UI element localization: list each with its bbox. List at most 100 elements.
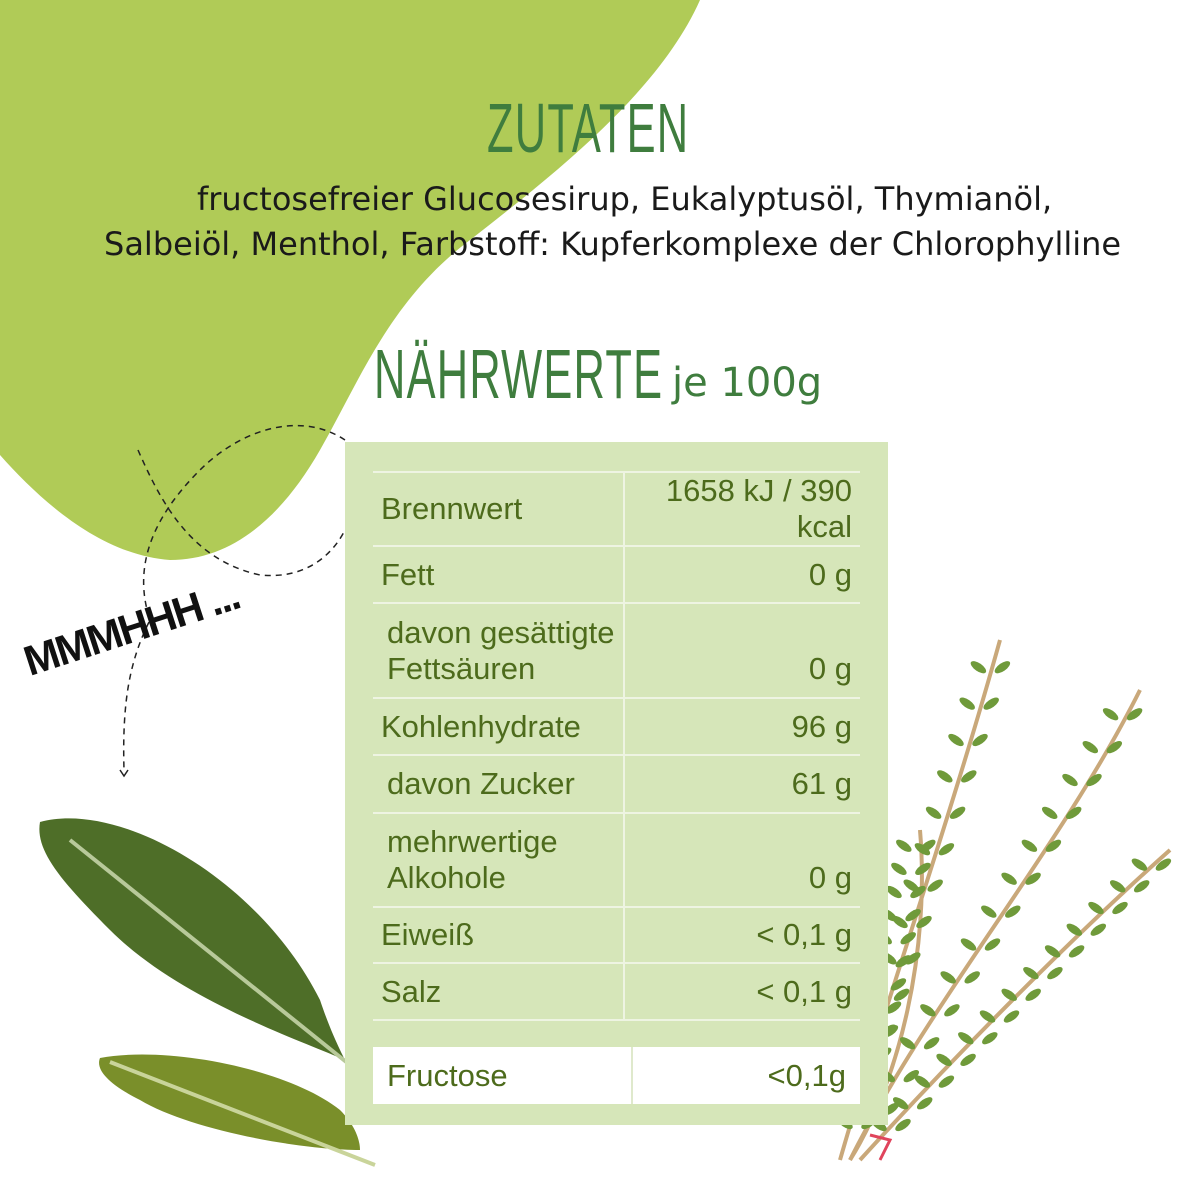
fructose-value: <0,1g	[767, 1057, 846, 1093]
thyme-leaf	[937, 770, 953, 783]
thyme-leaf	[891, 862, 907, 876]
thyme-leaf	[1090, 923, 1107, 936]
thyme-leaf	[1023, 966, 1039, 980]
thyme-leaf	[958, 1032, 974, 1045]
thyme-leaf	[1112, 901, 1128, 915]
green-blob	[0, 0, 700, 560]
thyme-leaf	[984, 938, 1001, 951]
row-value: 61 g	[624, 754, 860, 814]
thyme-leaf	[948, 733, 964, 747]
thyme-leaf	[905, 908, 921, 922]
row-value: 0 g	[624, 602, 860, 699]
thyme-leaf	[1001, 988, 1017, 1001]
thyme-leaf	[970, 661, 987, 674]
thyme-leaf	[903, 1069, 920, 1083]
thyme-leaf	[959, 697, 975, 710]
dashed-loop-2	[137, 449, 346, 577]
table-row: Salz < 0,1 g	[373, 962, 860, 1021]
row-label: Kohlenhydrate	[373, 697, 625, 756]
thyme-leaf	[915, 862, 931, 876]
ingredients-line-2: Salbeiöl, Menthol, Farbstoff: Kupferkomp…	[104, 225, 1122, 263]
thyme-leaf	[886, 885, 902, 899]
fructose-label: Fructose	[373, 1047, 633, 1104]
thyme-leaf	[979, 1010, 996, 1023]
row-label: davon gesättigte Fettsäuren	[373, 602, 625, 699]
thyme-leaf	[960, 1053, 976, 1067]
table-row: Kohlenhydrate 96 g	[373, 697, 860, 756]
thyme-leaf	[895, 955, 912, 968]
thyme-sprigs	[838, 639, 1172, 1162]
thyme-leaf	[982, 1032, 998, 1045]
thyme-leaf	[893, 988, 910, 1001]
thyme-leaf	[927, 879, 943, 892]
thyme-leaf	[1025, 872, 1041, 885]
row-value: 0 g	[624, 812, 860, 908]
nutrition-panel: Brennwert 1658 kJ / 390 kcal Fett 0 g davo…	[345, 442, 888, 1125]
thyme-leaf	[1044, 945, 1061, 958]
sage-leaves	[39, 818, 376, 1167]
thyme-leaf	[1003, 1010, 1020, 1023]
red-string	[869, 1133, 893, 1161]
thyme-leaf	[983, 697, 999, 710]
thyme-leaf	[961, 770, 977, 783]
thyme-leaf	[903, 879, 919, 892]
row-value: < 0,1 g	[624, 962, 860, 1021]
thyme-leaf	[1066, 923, 1083, 936]
thyme-leaf	[920, 839, 936, 852]
fructose-row: Fructose <0,1g	[373, 1047, 860, 1104]
thyme-leaf	[885, 1001, 902, 1014]
table-row: Fett 0 g	[373, 545, 860, 604]
thyme-leaf	[1025, 988, 1041, 1001]
thyme-leaf	[1005, 905, 1021, 918]
row-value: 1658 kJ / 390 kcal	[624, 471, 860, 547]
table-row: Eiweiß < 0,1 g	[373, 906, 860, 964]
thyme-leaf	[1082, 740, 1099, 754]
thyme-leaf	[1131, 858, 1148, 871]
thyme-leaf	[938, 843, 955, 856]
thyme-leaf	[1068, 945, 1085, 958]
row-label: mehrwertige Alkohole	[373, 812, 625, 908]
thyme-leaf	[940, 971, 956, 984]
thyme-leaf	[994, 661, 1011, 674]
thyme-leaf	[1109, 880, 1126, 893]
thyme-leaf	[910, 885, 926, 899]
thyme-leaf	[964, 971, 980, 984]
thyme-leaf	[896, 839, 912, 852]
thyme-leaf	[1041, 806, 1058, 820]
thyme-leaf	[938, 1075, 955, 1088]
thyme-leaf	[936, 1053, 952, 1067]
ingredients-title: ZUTATEN	[487, 89, 690, 167]
nutrition-table: Brennwert 1658 kJ / 390 kcal Fett 0 g davo…	[373, 471, 860, 1021]
thyme-leaf	[1065, 806, 1082, 820]
thyme-leaf	[890, 978, 907, 991]
thyme-leaf	[923, 1037, 940, 1050]
row-label: Fett	[373, 545, 625, 604]
ingredients-line-1: fructosefreier Glucosesirup, Eukalyptusö…	[197, 180, 1053, 218]
thyme-leaf	[1001, 872, 1017, 885]
thyme-leaf	[925, 806, 942, 819]
nutrition-unit: je 100g	[672, 360, 823, 406]
thyme-leaf	[899, 1037, 916, 1050]
thyme-leaf	[1088, 901, 1104, 915]
thyme-leaf	[1102, 708, 1119, 721]
thyme-leaf	[944, 1004, 960, 1017]
row-label: Eiweiß	[373, 906, 625, 964]
thyme-leaf	[1062, 773, 1078, 787]
row-value: < 0,1 g	[624, 906, 860, 964]
thyme-leaf	[1086, 773, 1102, 787]
nutrition-title: NÄHRWERTE	[374, 335, 664, 413]
table-row: davon gesättigte Fettsäuren 0 g	[373, 602, 860, 699]
row-label: Brennwert	[373, 471, 625, 547]
thyme-leaf	[1047, 966, 1063, 980]
thyme-leaf	[1021, 839, 1038, 852]
thyme-leaf	[892, 1097, 909, 1110]
thyme-leaf	[981, 905, 997, 918]
thyme-leaf	[960, 938, 977, 951]
thyme-leaf	[916, 1097, 933, 1110]
thyme-leaf	[920, 1004, 936, 1017]
table-row: Brennwert 1658 kJ / 390 kcal	[373, 471, 860, 547]
thyme-leaf	[900, 932, 916, 945]
thyme-leaf	[1045, 839, 1062, 852]
thyme-leaf	[1106, 740, 1123, 754]
